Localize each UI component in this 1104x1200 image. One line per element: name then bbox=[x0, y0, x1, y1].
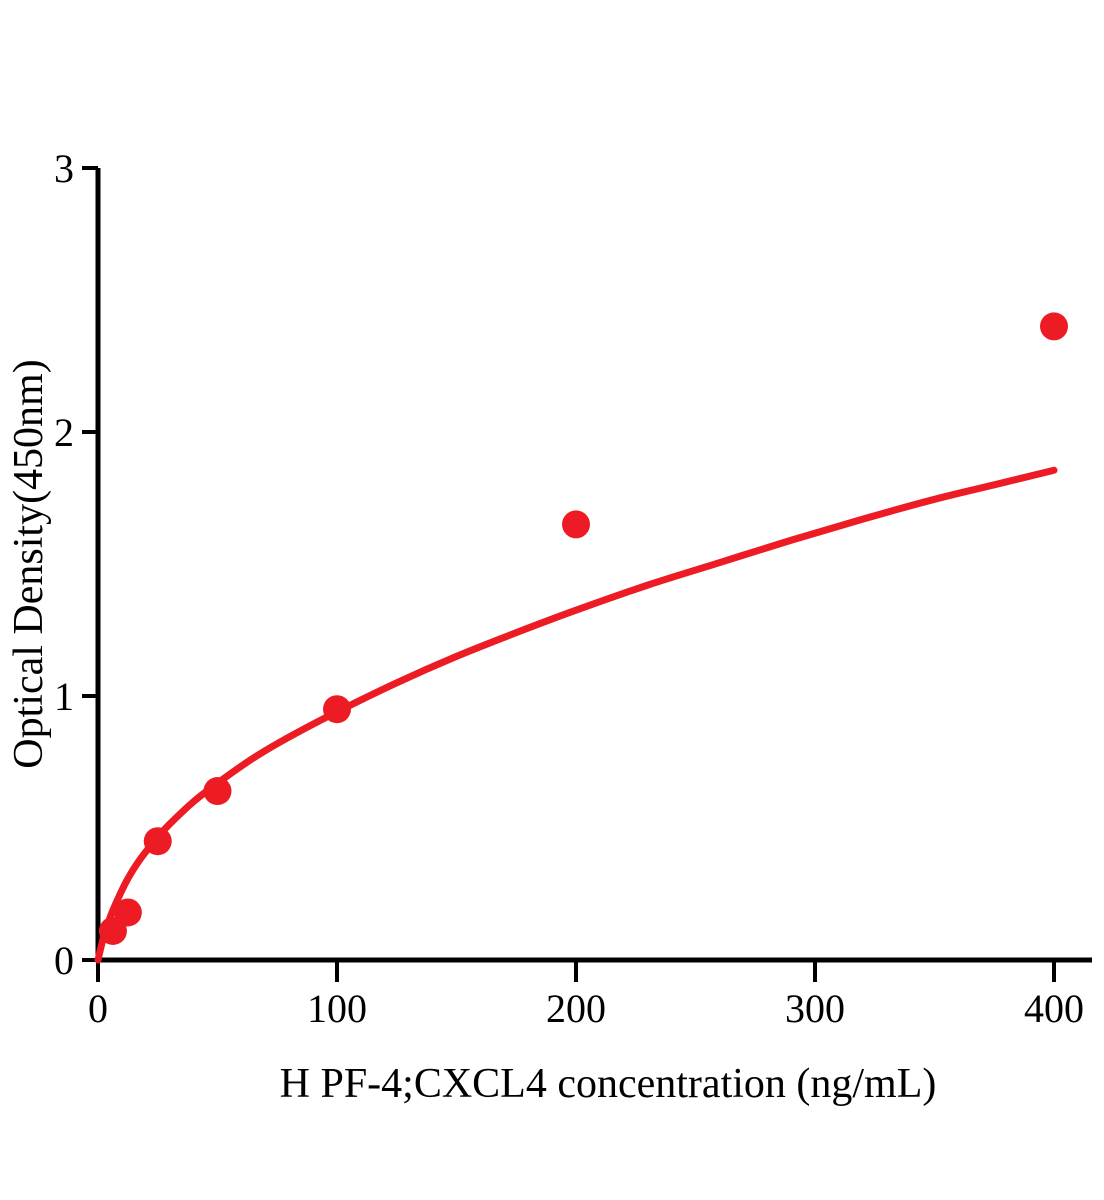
y-axis-ticks bbox=[82, 166, 98, 962]
data-point bbox=[113, 898, 142, 927]
y-tick-label-0: 0 bbox=[54, 938, 74, 983]
y-tick-label-1: 1 bbox=[54, 674, 74, 719]
x-axis-ticks bbox=[96, 960, 1056, 982]
x-tick-label-200: 200 bbox=[546, 986, 606, 1031]
x-tick-label-300: 300 bbox=[785, 986, 845, 1031]
x-tick-label-400: 400 bbox=[1024, 986, 1084, 1031]
data-point-group bbox=[98, 312, 1068, 945]
data-point bbox=[1040, 312, 1068, 341]
x-axis-title: H PF-4;CXCL4 concentration (ng/mL) bbox=[280, 1061, 937, 1107]
data-point bbox=[562, 510, 590, 539]
y-axis-title: Optical Density(450nm) bbox=[6, 359, 52, 768]
y-tick-label-3: 3 bbox=[54, 146, 74, 191]
data-point bbox=[323, 695, 351, 724]
data-point bbox=[203, 777, 232, 806]
x-tick-label-100: 100 bbox=[307, 986, 367, 1031]
fit-curve-line bbox=[94, 466, 1058, 964]
data-point bbox=[143, 827, 172, 856]
x-tick-label-0: 0 bbox=[88, 986, 108, 1031]
y-tick-label-2: 2 bbox=[54, 410, 74, 455]
